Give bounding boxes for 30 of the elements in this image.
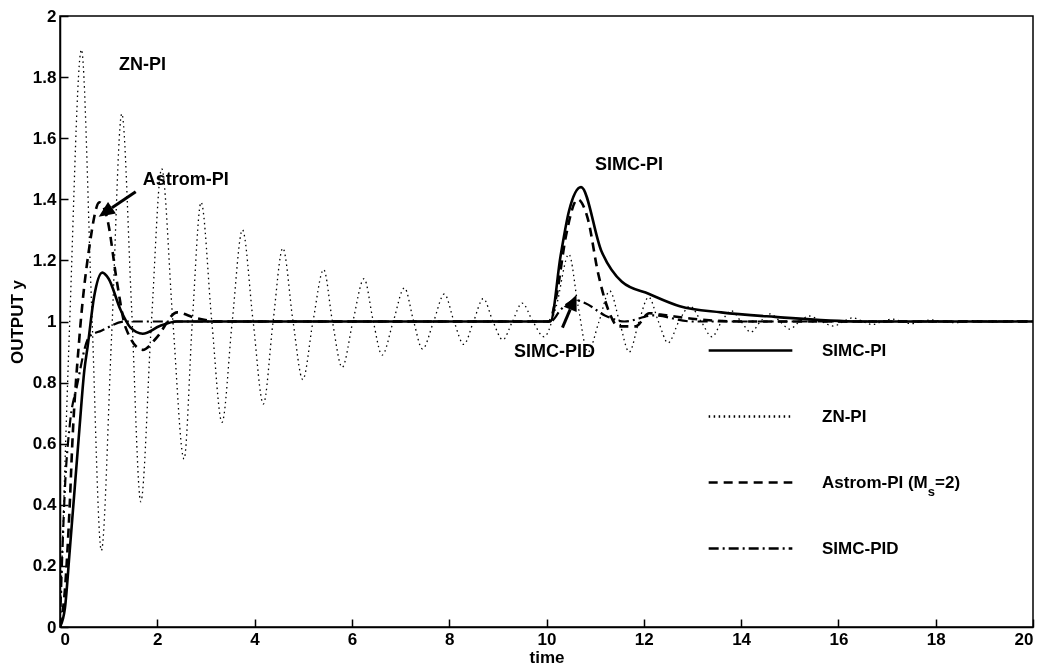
- x-tick-label: 8: [444, 629, 455, 649]
- legend-label: Astrom-PI (M$_{s}$=2): [822, 472, 961, 498]
- x-tick-label: 14: [732, 629, 752, 649]
- annotation: SIMC-PID: [513, 340, 595, 361]
- x-tick-label: 18: [926, 629, 946, 649]
- y-tick-label: 1.6: [32, 128, 57, 148]
- annotation: ZN-PI: [118, 53, 166, 74]
- y-tick-label: 0.6: [32, 434, 57, 454]
- legend-label: ZN-PI: [822, 406, 867, 426]
- x-axis-title: time: [529, 647, 565, 667]
- y-axis-title: OUTPUT y: [7, 279, 27, 365]
- y-tick-label: 1.2: [32, 250, 57, 270]
- y-tick-label: 2: [47, 6, 57, 26]
- y-tick-label: 1.4: [32, 189, 58, 209]
- annotation: SIMC-PI: [595, 154, 664, 175]
- annotation: Astrom-PI: [142, 168, 229, 189]
- y-tick-label: 1: [47, 312, 57, 331]
- y-tick-label: 1.8: [32, 67, 57, 87]
- x-tick-label: 2: [153, 629, 163, 649]
- y-tick-label: 0.2: [32, 556, 57, 576]
- x-tick-label: 20: [1014, 629, 1034, 649]
- x-tick-label: 10: [537, 629, 557, 649]
- x-tick-label: 16: [829, 629, 849, 649]
- x-tick-label: 12: [634, 629, 654, 649]
- y-tick-label: 0.8: [32, 373, 57, 393]
- y-tick-label: 0.4: [32, 495, 58, 515]
- x-tick-label: 6: [347, 629, 358, 649]
- legend-label: SIMC-PID: [822, 538, 899, 558]
- x-tick-label: 4: [250, 629, 261, 649]
- legend-label: SIMC-PI: [822, 340, 887, 360]
